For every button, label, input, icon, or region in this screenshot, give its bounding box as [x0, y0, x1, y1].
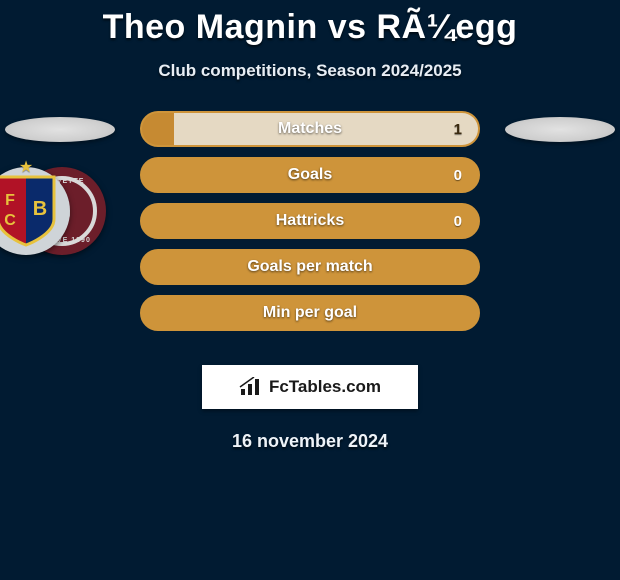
stat-bar: Min per goal — [140, 295, 480, 331]
stat-bars: 1Matches 0Goals 0Hattricks Goals per match M… — [140, 111, 480, 341]
stat-value-right — [310, 251, 478, 283]
page-title: Theo Magnin vs RÃ¼egg — [0, 0, 620, 47]
stat-value-left — [142, 297, 310, 329]
stat-value-right — [310, 297, 478, 329]
star-icon: ★ — [19, 157, 33, 177]
chart-icon — [239, 377, 263, 397]
stat-value-left — [142, 251, 310, 283]
stat-bar: 0Hattricks — [140, 203, 480, 239]
svg-text:F: F — [5, 192, 15, 209]
player-left-silhouette — [5, 117, 115, 142]
branding-text: FcTables.com — [269, 377, 381, 397]
stat-value-left — [142, 159, 310, 191]
player-right-silhouette — [505, 117, 615, 142]
season-subtitle: Club competitions, Season 2024/2025 — [0, 61, 620, 81]
stat-bar: 1Matches — [140, 111, 480, 147]
stat-value-left — [142, 205, 310, 237]
branding-box: FcTables.com — [202, 365, 418, 409]
svg-text:B: B — [33, 198, 47, 220]
stat-bar: Goals per match — [140, 249, 480, 285]
stat-value-right: 0 — [310, 159, 478, 191]
comparison-area: SERVETTE S GENEVE 1890 ★ F C B 1Matches0… — [0, 111, 620, 351]
stat-value-right: 0 — [310, 205, 478, 237]
stat-value-right: 1 — [174, 113, 478, 145]
stat-bar: 0Goals — [140, 157, 480, 193]
stat-value-left — [142, 113, 174, 145]
snapshot-date: 16 november 2024 — [0, 431, 620, 452]
basel-shield-icon: F C B — [0, 175, 56, 247]
svg-text:C: C — [4, 212, 16, 229]
